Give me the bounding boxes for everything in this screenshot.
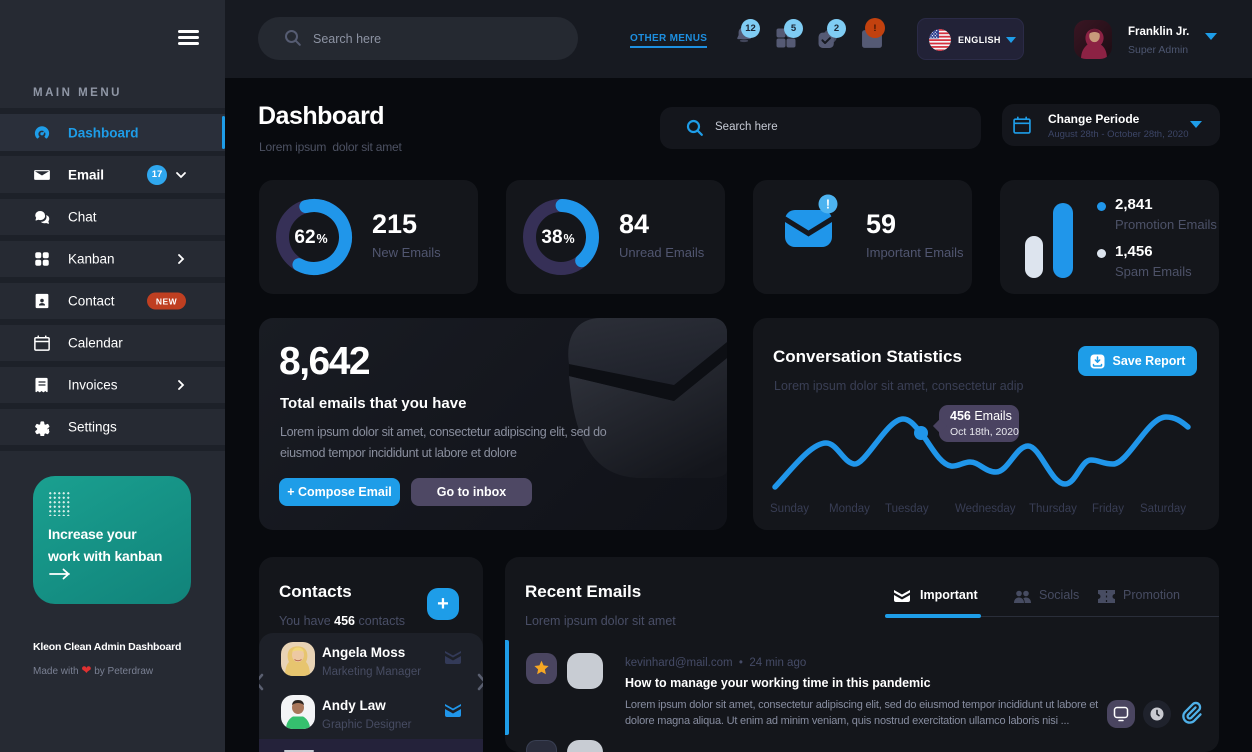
svg-text:%: % bbox=[317, 232, 328, 246]
svg-text:%: % bbox=[564, 232, 575, 246]
svg-text:38: 38 bbox=[541, 227, 562, 248]
svg-text:62: 62 bbox=[294, 227, 315, 248]
svg-text:!: ! bbox=[826, 198, 830, 212]
